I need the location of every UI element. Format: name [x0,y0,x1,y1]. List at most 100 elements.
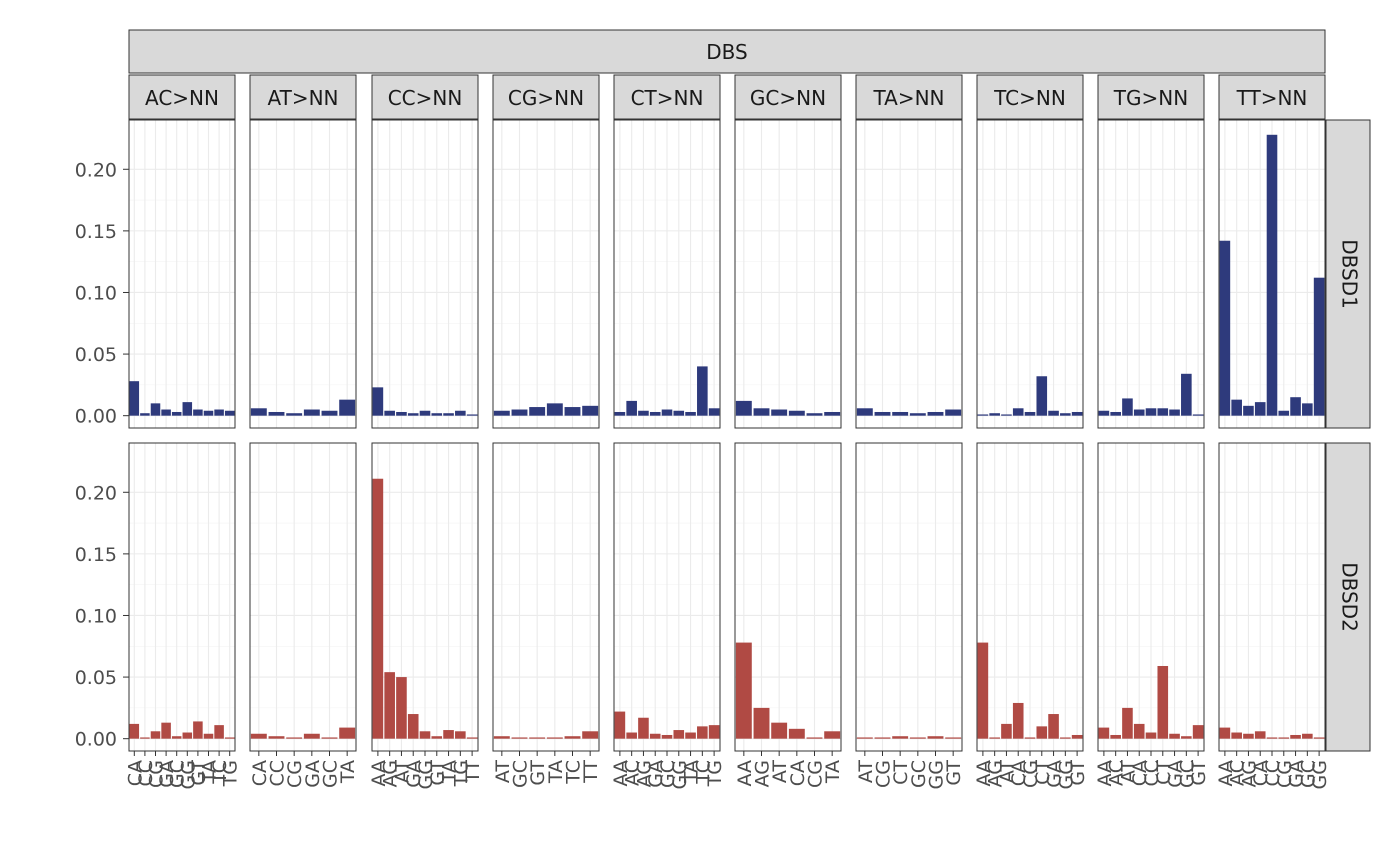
facet-strip-3 [492,74,600,120]
x-tick-label: AT [1117,760,1139,784]
x-tick-label: AA [734,760,756,787]
chart-top-strip: DBS [128,29,1326,74]
bar-DBSD2-AT>NN-CA [250,733,267,739]
x-tick-label: AA [368,760,390,787]
bar-DBSD2-CT>NN-GA [649,733,661,739]
bar-DBSD2-TT>NN-AA [1219,727,1231,739]
bar-DBSD1-AT>NN-CA [250,408,267,416]
bar-DBSD2-AC>NN-GA [161,722,171,739]
y-tick-label: 0.05 [75,344,117,366]
x-tick-label: GA [645,760,667,788]
bar-DBSD2-TG>NN-CT [1157,665,1169,739]
dbs-strip-background [128,29,1326,74]
bar-DBSD1-GC>NN-TA [824,411,841,416]
bar-DBSD2-TG>NN-AC [1110,734,1121,739]
facet-label-2: CC>NN [388,86,463,110]
panel-border [492,119,600,429]
x-tick-label: TA [545,760,567,784]
facet-strip-9 [1218,74,1326,120]
bar-DBSD1-CC>NN-GA [407,413,419,416]
x-tick-label: TA [199,760,221,784]
x-tick-label: GA [1286,760,1308,788]
panel-border [249,442,357,752]
x-tick-label: CG [873,760,895,788]
bar-DBSD1-AC>NN-TG [224,410,235,416]
x-tick-label: TA [681,760,703,784]
bar-DBSD1-TC>NN-AT [1001,414,1012,416]
bar-DBSD1-CG>NN-TC [564,407,581,416]
bar-DBSD2-CG>NN-TC [564,736,581,739]
bar-DBSD2-CG>NN-TT [582,731,599,739]
bar-DBSD1-CT>NN-AA [614,411,626,416]
bar-DBSD1-AC>NN-CC [140,413,150,416]
bar-DBSD1-TG>NN-CT [1157,408,1169,416]
bar-DBSD2-CC>NN-AG [384,672,395,739]
x-tick-label: AT [391,760,413,784]
bar-DBSD1-TC>NN-CG [1024,411,1036,416]
bar-DBSD1-TT>NN-CG [1278,410,1290,416]
bar-DBSD1-CG>NN-AT [493,410,510,416]
bar-DBSD1-TC>NN-CA [1012,408,1024,416]
bar-DBSD2-AT>NN-CG [286,737,303,739]
x-tick-label: GA [1165,760,1187,788]
bar-DBSD1-TG>NN-CC [1145,408,1157,416]
bar-DBSD2-AC>NN-CA [129,723,140,739]
x-tick-label: TG [704,760,726,787]
facet-strip-6 [855,74,963,120]
bar-DBSD1-CT>NN-TG [708,408,720,416]
bar-DBSD1-TC>NN-AG [989,413,1000,416]
x-tick-label: AG [380,760,402,787]
bar-DBSD2-CT>NN-TG [708,725,720,739]
x-tick-label: GT [1067,760,1089,786]
facet-strip-8 [1097,74,1205,120]
bar-DBSD2-TC>NN-CG [1024,737,1036,739]
x-tick-label: CC [135,760,157,787]
bar-DBSD2-TT>NN-GC [1302,733,1313,739]
facet-strip-7 [976,74,1084,120]
bar-DBSD2-CT>NN-GC [661,734,673,739]
x-tick-label: GC [510,760,532,788]
bar-DBSD1-GC>NN-AA [735,400,752,416]
facet-label-4: CT>NN [631,86,704,110]
x-tick-label: CT [890,760,912,785]
bar-DBSD2-CC>NN-AT [396,677,407,739]
x-tick-label: GA [302,760,324,788]
bar-DBSD2-TT>NN-AG [1243,733,1254,739]
bar-DBSD1-TG>NN-AC [1110,411,1121,416]
bar-DBSD1-GC>NN-CA [788,410,805,416]
x-tick-label: AT [769,760,791,784]
bar-DBSD1-CT>NN-TA [685,411,696,416]
bar-DBSD1-TT>NN-AG [1243,405,1254,416]
bar-DBSD2-GC>NN-AT [771,722,788,739]
bar-DBSD1-TA>NN-CT [892,411,909,416]
x-tick-label: TT [462,760,484,784]
x-tick-label: CG [1274,760,1296,788]
bar-DBSD2-AC>NN-TG [224,737,235,739]
bar-DBSD2-TC>NN-CT [1036,726,1048,739]
facet-label-6: TA>NN [872,86,944,110]
bar-DBSD1-AC>NN-GG [182,402,193,416]
bar-DBSD1-CC>NN-GG [419,410,431,416]
x-tick-label: CT [1153,760,1175,785]
x-tick-label: CA [1129,760,1151,786]
panel-border [1218,119,1326,429]
bar-DBSD1-CT>NN-GG [673,410,685,416]
bar-DBSD1-CG>NN-GC [511,409,528,416]
bar-DBSD2-CC>NN-TA [443,730,454,739]
bar-DBSD2-TT>NN-GA [1290,734,1301,739]
bar-DBSD2-CT>NN-TC [697,726,708,739]
bar-DBSD1-GC>NN-AG [753,408,770,416]
bar-DBSD1-TA>NN-GT [945,409,962,416]
x-tick-label: GG [1309,760,1331,789]
x-tick-label: GA [156,760,178,788]
bar-DBSD2-GC>NN-AA [735,642,752,739]
bar-DBSD1-AT>NN-CC [268,411,285,416]
bar-DBSD1-AC>NN-GA [161,409,171,416]
panel-border [371,119,479,429]
bar-DBSD1-TT>NN-AC [1231,399,1242,416]
bar-DBSD2-AT>NN-TA [339,727,356,739]
bar-DBSD1-TG>NN-CA [1133,409,1145,416]
panel-border [855,442,963,752]
bar-DBSD2-CT>NN-GG [673,730,685,739]
x-tick-label: AA [1094,760,1116,787]
